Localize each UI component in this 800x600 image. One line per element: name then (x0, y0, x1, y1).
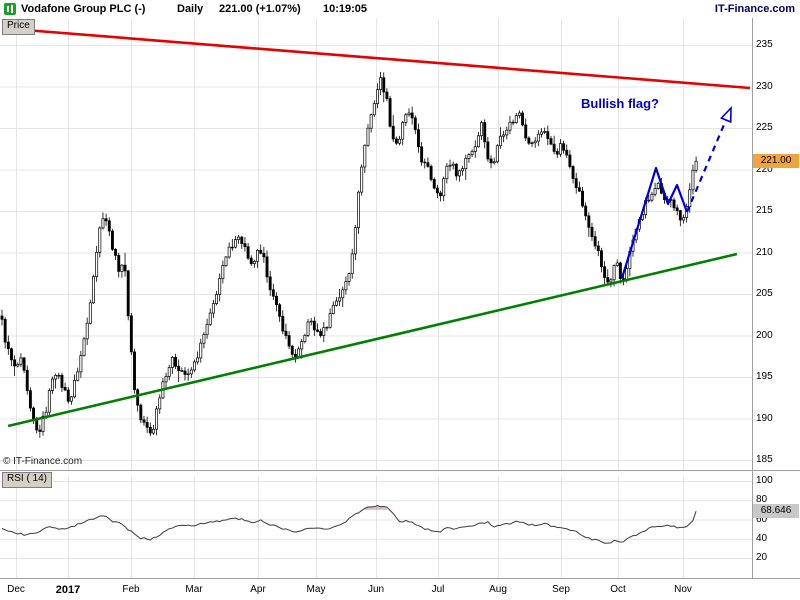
flag-drawing[interactable] (620, 166, 689, 279)
rsi-line (1, 505, 697, 544)
rsi-value-axis-badge: 68.646 (753, 504, 799, 519)
support-trendline[interactable] (7, 252, 738, 428)
brand-link[interactable]: IT-Finance.com (714, 3, 795, 15)
quote-time: 10:19:05 (323, 3, 368, 15)
panel-borders (0, 18, 800, 579)
candlestick-series (0, 71, 698, 438)
app-icon (4, 3, 16, 15)
rsi-panel-tab[interactable]: RSI ( 14) (2, 472, 53, 488)
timeframe-label[interactable]: Daily (177, 3, 204, 15)
price-panel-tab[interactable]: Price (2, 19, 35, 35)
instrument-name: Vodafone Group PLC (-) (21, 3, 146, 15)
resistance-trendline[interactable] (24, 28, 751, 90)
projection-arrow[interactable] (685, 105, 732, 213)
copyright-watermark: © IT-Finance.com (3, 456, 83, 467)
bullish-flag-annotation[interactable]: Bullish flag? (581, 96, 659, 111)
last-price-axis-badge: 221.00 (753, 154, 799, 169)
last-price-change: 221.00 (+1.07%) (219, 3, 301, 15)
top-info-bar: Vodafone Group PLC (-) Daily 221.00 (+1.… (0, 0, 800, 18)
